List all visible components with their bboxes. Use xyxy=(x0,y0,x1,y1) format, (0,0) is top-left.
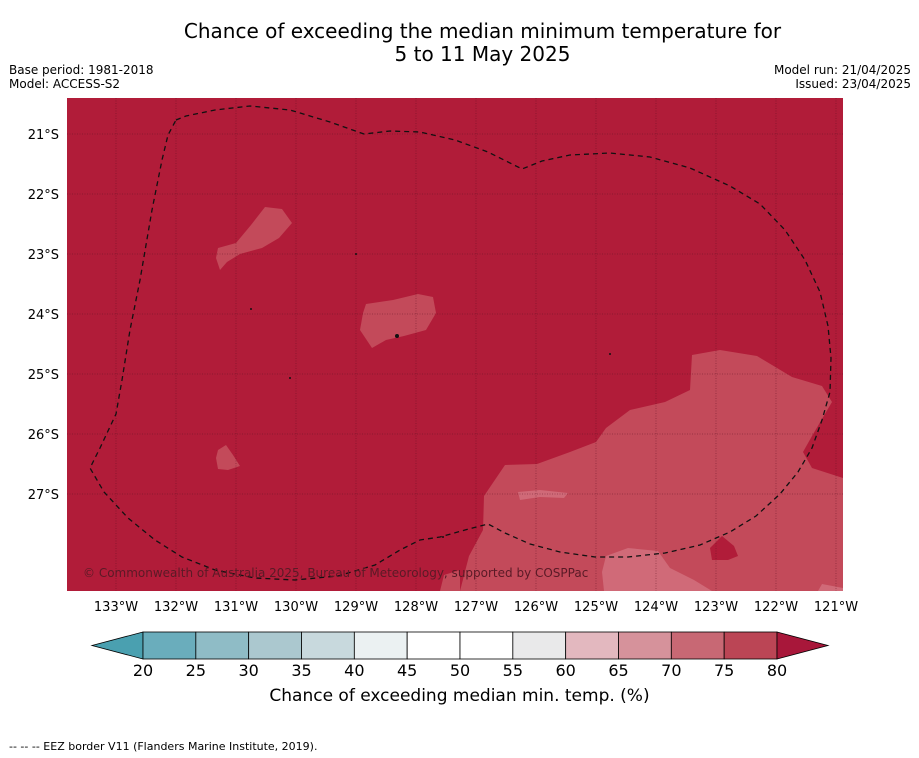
colorbar-segment xyxy=(353,631,408,660)
longitude-tick-label: 123°W xyxy=(694,600,738,615)
small-islands xyxy=(250,253,611,538)
colorbar-tick-label: 55 xyxy=(503,661,523,680)
eez-border xyxy=(89,105,832,581)
colorbar-tick-label: 35 xyxy=(291,661,311,680)
latitude-labels: 21°S 22°S 23°S 24°S 25°S 26°S 27°S xyxy=(28,128,59,503)
longitude-tick-label: 133°W xyxy=(94,600,138,615)
model-info: Base period: 1981-2018 Model: ACCESS-S2 xyxy=(9,63,154,91)
issued-text: Issued: 23/04/2025 xyxy=(795,77,911,91)
latitude-tick-label: 26°S xyxy=(28,428,59,443)
colorbar-tick-label: 75 xyxy=(714,661,734,680)
probability-patch-left-small xyxy=(216,445,240,470)
longitude-tick-label: 126°W xyxy=(514,600,558,615)
longitude-tick-label: 125°W xyxy=(574,600,618,615)
longitude-labels: 133°W 132°W 131°W 130°W 129°W 128°W 127°W 126°W… xyxy=(94,600,858,615)
probability-patch-lightest-south xyxy=(602,548,712,591)
colorbar-tick-label: 30 xyxy=(238,661,258,680)
latitude-tick-label: 25°S xyxy=(28,368,59,383)
longitude-tick-label: 127°W xyxy=(454,600,498,615)
colorbar-label: Chance of exceeding median min. temp. (%… xyxy=(269,686,650,706)
longitude-tick-label: 130°W xyxy=(274,600,318,615)
colorbar-high-extension xyxy=(776,631,830,660)
colorbar-segment xyxy=(618,631,672,660)
colorbar-segment xyxy=(723,631,778,660)
colorbar-segment xyxy=(670,631,725,660)
longitude-tick-label: 129°W xyxy=(334,600,378,615)
map-figure: © Commonwealth of Australia 2025, Bureau… xyxy=(28,98,858,680)
latitude-tick-label: 23°S xyxy=(28,248,59,263)
longitude-tick-label: 131°W xyxy=(214,600,258,615)
colorbar-segment xyxy=(195,631,250,660)
longitude-tick-label: 121°W xyxy=(814,600,858,615)
probability-patch-lightest-corner xyxy=(818,584,843,591)
base-period-text: Base period: 1981-2018 xyxy=(9,63,154,77)
longitude-tick-label: 124°W xyxy=(634,600,678,615)
map-title-line-2: 5 to 11 May 2025 xyxy=(394,42,571,66)
colorbar xyxy=(90,631,830,660)
colorbar-tick-label: 20 xyxy=(133,661,153,680)
colorbar-low-extension xyxy=(90,631,144,660)
colorbar-tick-label: 50 xyxy=(450,661,470,680)
colorbar-segment xyxy=(459,631,514,660)
colorbar-tick-label: 70 xyxy=(661,661,681,680)
colorbar-tick-label: 45 xyxy=(397,661,417,680)
colorbar-segment xyxy=(512,631,567,660)
graticule xyxy=(67,98,843,591)
latitude-tick-label: 27°S xyxy=(28,488,59,503)
probability-patch-lightest-west xyxy=(518,490,568,500)
longitude-tick-label: 122°W xyxy=(754,600,798,615)
colorbar-segment xyxy=(142,631,197,660)
run-info: Model run: 21/04/2025 Issued: 23/04/2025 xyxy=(774,63,911,91)
longitude-tick-label: 128°W xyxy=(394,600,438,615)
colorbar-tick-label: 80 xyxy=(767,661,787,680)
colorbar-tick-label: 40 xyxy=(344,661,364,680)
colorbar-segment xyxy=(565,631,619,660)
colorbar-segment xyxy=(406,631,461,660)
model-run-text: Model run: 21/04/2025 xyxy=(773,63,911,77)
latitude-tick-label: 24°S xyxy=(28,308,59,323)
probability-patch-center xyxy=(360,294,436,348)
model-name-text: Model: ACCESS-S2 xyxy=(9,77,121,91)
colorbar-tick-label: 60 xyxy=(555,661,575,680)
latitude-tick-label: 21°S xyxy=(28,128,59,143)
map-title-line-1: Chance of exceeding the median minimum t… xyxy=(183,19,782,43)
probability-patch-south-east xyxy=(460,350,843,591)
colorbar-segment xyxy=(301,631,355,660)
probability-patch-dark-island xyxy=(710,536,738,560)
eez-legend-note: -- -- -- EEZ border V11 (Flanders Marine… xyxy=(9,740,318,753)
copyright-notice: © Commonwealth of Australia 2025, Bureau… xyxy=(83,566,588,580)
longitude-tick-label: 132°W xyxy=(154,600,198,615)
colorbar-tick-label: 25 xyxy=(186,661,206,680)
colorbar-tick-labels: 20 25 30 35 40 45 50 55 60 65 70 75 80 xyxy=(133,661,787,680)
colorbar-segment xyxy=(248,631,302,660)
colorbar-tick-label: 65 xyxy=(608,661,628,680)
latitude-tick-label: 22°S xyxy=(28,188,59,203)
probability-patch-south-west xyxy=(440,570,460,591)
